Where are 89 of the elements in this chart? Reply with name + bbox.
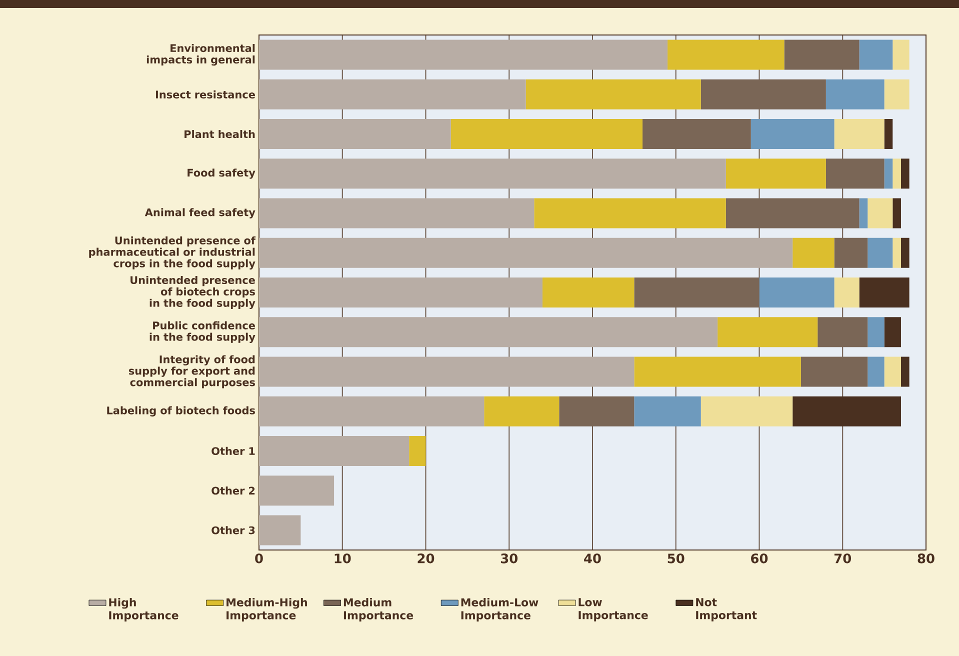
bar [868,198,893,228]
bar [718,317,818,348]
bar [792,396,901,426]
legend-label: Low Importance [578,598,648,622]
bar [258,515,301,546]
bar [258,238,793,268]
bar [900,158,910,189]
y-tick-label: Unintended presence of biotech crops in the food supply [130,276,256,310]
bar [726,158,826,189]
x-tick-label: 80 [918,554,934,564]
bar [409,436,426,466]
bar [634,278,760,308]
bar [884,158,893,189]
y-tick-label: Insect resistance [156,90,255,98]
bar [750,119,834,150]
bar [868,356,884,387]
bar [892,238,901,268]
x-tick-label: 60 [751,554,768,564]
bar [258,158,726,189]
bar [258,40,668,70]
bar [258,278,542,308]
bar [258,317,718,348]
bar [258,356,634,387]
bar [668,40,784,70]
bar [726,198,860,228]
bar [884,79,910,110]
bar [759,278,834,308]
y-tick-label: Public confidence in the food supply [150,321,256,343]
bar [884,317,901,348]
y-tick-label: Labeling of biotech foods [107,406,255,416]
bar [859,198,868,228]
x-tick-label: 40 [584,554,601,564]
bar [900,356,910,387]
x-tick-label: 20 [418,554,434,564]
y-tick-label: Environmental impacts in general [146,44,255,66]
legend-label: Not Important [696,598,757,622]
bar [884,119,893,150]
bar [859,40,893,70]
bar [258,396,484,426]
bar [559,396,634,426]
bar [784,40,860,70]
y-tick-label: Other 2 [212,486,255,495]
bar [826,79,884,110]
bar [634,356,801,387]
legend-label: High Importance [109,598,178,622]
bar [826,158,884,189]
y-tick-label: Plant health [184,130,255,138]
bar [642,119,751,150]
x-tick-label: 10 [334,554,351,564]
bar [834,119,884,150]
bar [258,436,410,466]
y-tick-label: Unintended presence of pharmaceutical or industrial crops in the food supply [89,236,256,270]
legend-label: Medium-Low Importance [461,598,538,622]
y-tick-label: Other 1 [212,446,255,456]
bar [800,356,868,387]
y-tick-label: Other 3 [212,526,255,534]
bar [450,119,643,150]
bar [634,396,701,426]
bar [818,317,868,348]
bar [484,396,560,426]
bar [884,356,901,387]
bar [892,158,901,189]
y-tick-label: Animal feed safety [144,208,256,218]
bar [258,79,526,110]
bar [542,278,634,308]
bar [834,238,868,268]
bar [258,119,451,150]
bar [792,238,834,268]
legend-label: Medium-High Importance [226,598,307,622]
bar [258,198,534,228]
bar [900,238,910,268]
x-tick-label: 70 [834,554,852,564]
bar [892,40,910,70]
legend-label: Medium Importance [344,598,414,622]
bar [859,278,910,308]
x-tick-label: 30 [500,554,518,564]
x-tick-label: 0 [255,554,263,564]
bar [892,198,901,228]
bar [700,396,793,426]
bar [534,198,726,228]
bar [868,238,893,268]
y-tick-label: Food safety [188,168,256,179]
x-tick-label: 50 [668,554,684,564]
bar [258,476,334,506]
bar [868,317,884,348]
bar [700,79,826,110]
bar [834,278,860,308]
bar [526,79,701,110]
y-tick-label: Integrity of food supply for export and commercial purposes [128,355,255,388]
